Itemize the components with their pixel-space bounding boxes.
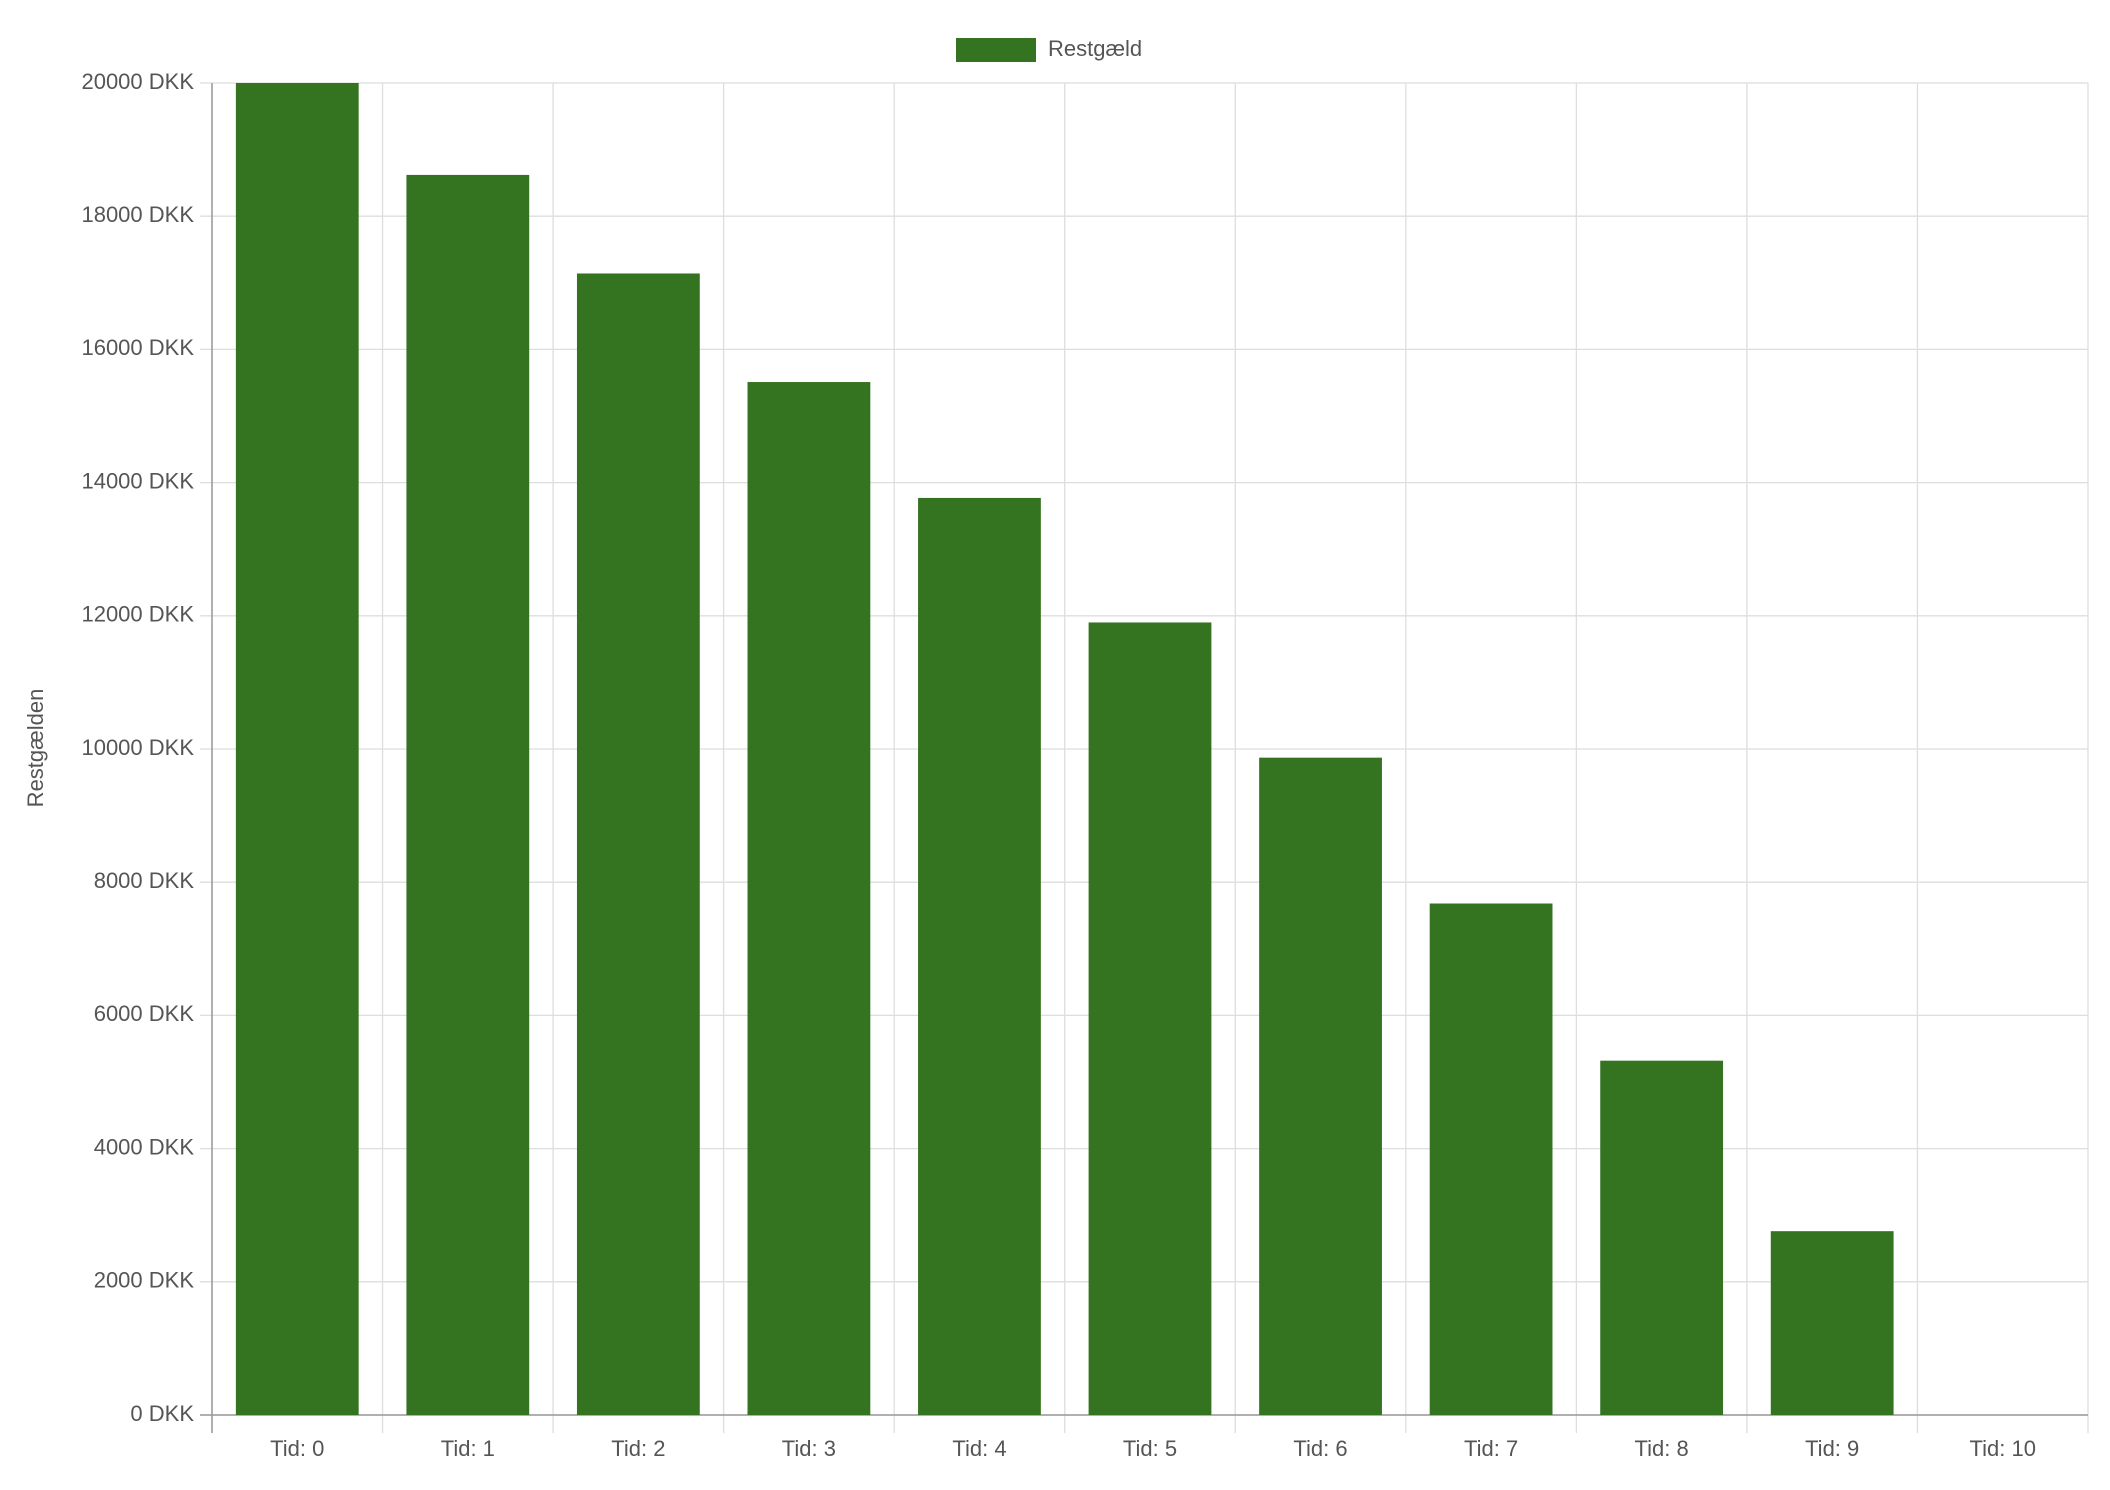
x-tick-label: Tid: 8 — [1635, 1436, 1689, 1461]
y-axis-title: Restgælden — [23, 689, 48, 808]
bar — [1600, 1060, 1724, 1415]
x-tick-label: Tid: 7 — [1464, 1436, 1518, 1461]
bar — [1429, 903, 1553, 1415]
y-tick-label: 6000 DKK — [94, 1001, 195, 1026]
bar — [1259, 757, 1382, 1415]
x-tick-label: Tid: 5 — [1123, 1436, 1177, 1461]
y-tick-label: 20000 DKK — [81, 69, 194, 94]
y-tick-label: 4000 DKK — [94, 1134, 195, 1159]
y-tick-label: 12000 DKK — [81, 602, 194, 627]
bar — [406, 174, 530, 1416]
x-tick-label: Tid: 9 — [1805, 1436, 1859, 1461]
bar — [918, 497, 1041, 1416]
y-tick-label: 2000 DKK — [94, 1268, 195, 1293]
y-tick-label: 0 DKK — [130, 1401, 194, 1426]
x-tick-label: Tid: 0 — [270, 1436, 324, 1461]
legend-swatch — [956, 38, 1036, 62]
y-tick-label: 8000 DKK — [94, 868, 195, 893]
y-tick-label: 18000 DKK — [81, 202, 194, 227]
bar — [747, 382, 871, 1416]
x-tick-label: Tid: 10 — [1970, 1436, 2036, 1461]
bar — [235, 83, 359, 1415]
bar — [1770, 1231, 1894, 1415]
x-tick-label: Tid: 2 — [611, 1436, 665, 1461]
legend-label: Restgæld — [1048, 36, 1142, 61]
y-tick-label: 14000 DKK — [81, 468, 194, 493]
bar — [576, 273, 700, 1415]
x-tick-label: Tid: 1 — [441, 1436, 495, 1461]
y-tick-label: 16000 DKK — [81, 335, 194, 360]
y-tick-label: 10000 DKK — [81, 735, 194, 760]
bar — [1088, 622, 1212, 1415]
x-tick-label: Tid: 4 — [952, 1436, 1006, 1461]
x-tick-label: Tid: 6 — [1293, 1436, 1347, 1461]
x-tick-label: Tid: 3 — [782, 1436, 836, 1461]
